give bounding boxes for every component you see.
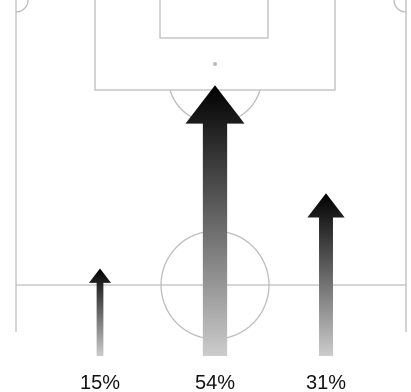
value-label: 15% [80, 372, 120, 392]
penalty-spot [213, 62, 217, 66]
arrow [88, 268, 112, 356]
penalty-box [94, 0, 336, 91]
corner-arc [15, 0, 29, 13]
arrow [185, 85, 245, 356]
value-label: 54% [195, 372, 235, 392]
pitch [15, 0, 407, 340]
arrow [307, 193, 345, 356]
goal-area [159, 0, 269, 39]
value-label: 31% [306, 372, 346, 392]
corner-arc [393, 0, 407, 13]
